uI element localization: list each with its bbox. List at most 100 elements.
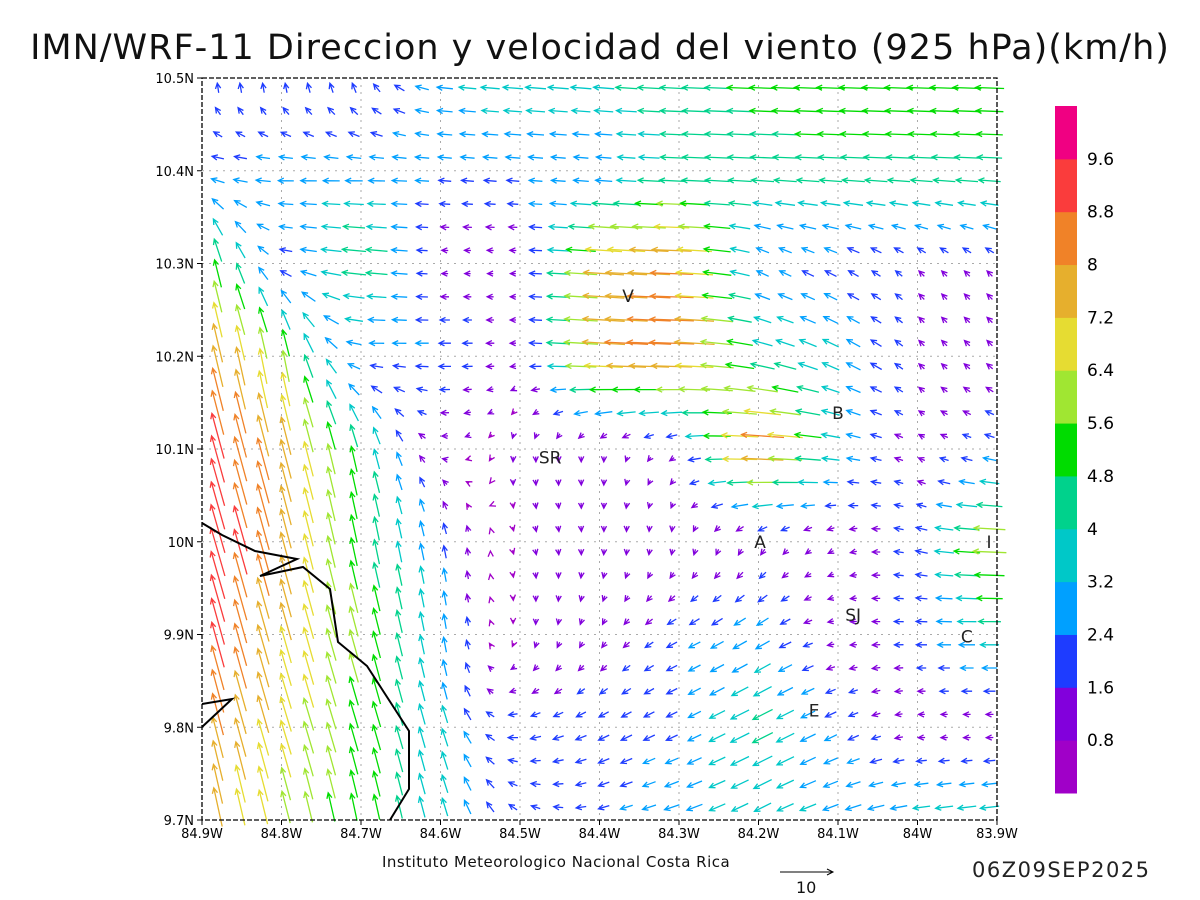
wind-vector [845, 338, 861, 348]
wind-vector [279, 393, 292, 431]
wind-vector [619, 757, 633, 765]
wind-vector [701, 292, 733, 300]
wind-vector [781, 571, 789, 579]
wind-vector [936, 641, 951, 648]
wind-vector [771, 479, 798, 486]
wind-vector [935, 781, 952, 788]
wind-vector [437, 363, 451, 370]
wind-vector [772, 177, 797, 184]
wind-vector [464, 432, 472, 439]
wind-vector [303, 353, 314, 378]
wind-vector [344, 316, 363, 323]
wind-vector [440, 270, 449, 277]
wind-vector [870, 687, 881, 695]
wind-vector [209, 457, 226, 506]
wind-vector [463, 247, 471, 254]
wind-vector [209, 573, 226, 622]
wind-vector [728, 292, 751, 300]
colorbar-label: 8.8 [1087, 203, 1114, 223]
wind-vector [441, 456, 449, 463]
wind-vector [395, 495, 403, 515]
wind-vector [418, 519, 425, 537]
wind-vector [395, 429, 404, 442]
wind-vector [280, 789, 291, 824]
wind-vector [730, 502, 749, 510]
wind-vector [256, 694, 270, 733]
credit-text: Instituto Meteorologico Nacional Costa R… [382, 853, 731, 871]
wind-vector [232, 528, 248, 575]
place-label: B [832, 404, 844, 424]
wind-vector [956, 804, 977, 811]
wind-vector [619, 781, 633, 788]
wind-vector [702, 432, 731, 440]
wind-vector [615, 107, 637, 115]
wind-vector [584, 246, 623, 253]
wind-vector [804, 548, 812, 555]
wind-vector [211, 322, 224, 363]
wind-vector [487, 549, 494, 557]
wind-vector [624, 595, 631, 603]
wind-vector [371, 107, 382, 115]
wind-vector [485, 386, 494, 393]
wind-vector [325, 420, 336, 450]
wind-vector [686, 780, 703, 789]
wind-vector [436, 130, 453, 138]
wind-vector [817, 154, 844, 161]
wind-vector [687, 456, 701, 463]
wind-vector [894, 316, 903, 324]
wind-vector [578, 595, 585, 603]
wind-vector [233, 413, 248, 458]
wind-vector [930, 154, 957, 161]
wind-vector [863, 177, 888, 184]
wind-vector [413, 154, 430, 161]
wind-vector [727, 315, 752, 323]
wind-vector [211, 197, 225, 210]
wind-vector [532, 525, 539, 533]
wind-vector [417, 679, 426, 702]
wind-vector [825, 525, 835, 532]
wind-vector [667, 595, 676, 602]
wind-vector [893, 386, 904, 393]
wind-vector [234, 740, 247, 780]
wind-vector [959, 664, 974, 672]
wind-vector [821, 361, 840, 371]
wind-vector [767, 455, 803, 462]
wind-vector [884, 130, 913, 138]
wind-vector [978, 804, 1000, 811]
wind-vector [365, 293, 387, 300]
wind-vector [553, 687, 563, 695]
wind-vector [302, 743, 314, 777]
wind-vector [391, 363, 406, 370]
wind-vector [258, 306, 268, 333]
wind-vector [665, 687, 678, 695]
wind-vector [232, 598, 248, 644]
wind-vector [892, 572, 904, 579]
place-label: I [987, 533, 992, 553]
wind-vector [211, 739, 224, 781]
wind-vector [458, 130, 476, 138]
place-label: E [809, 702, 820, 722]
wind-vector [574, 757, 587, 764]
wind-vector [255, 200, 271, 207]
wind-vector [394, 748, 404, 773]
wind-vector [766, 431, 803, 439]
wind-vector [749, 361, 775, 370]
wind-vector [440, 247, 449, 254]
wind-vector [508, 340, 516, 347]
wind-vector [305, 81, 312, 93]
wind-vector [549, 386, 567, 394]
wind-vector [279, 270, 292, 277]
wind-vector [279, 484, 292, 526]
wind-vector [555, 572, 562, 580]
wind-vector [940, 293, 948, 301]
wind-vector [775, 732, 795, 743]
wind-vector [601, 571, 608, 580]
wind-vector [934, 525, 954, 532]
colorbar-segment [1055, 740, 1077, 794]
wind-vector [917, 362, 925, 370]
wind-vector [530, 386, 541, 393]
wind-vector [770, 107, 799, 115]
wind-vector [233, 622, 248, 666]
wind-vector [637, 154, 660, 161]
wind-vector [777, 292, 793, 301]
